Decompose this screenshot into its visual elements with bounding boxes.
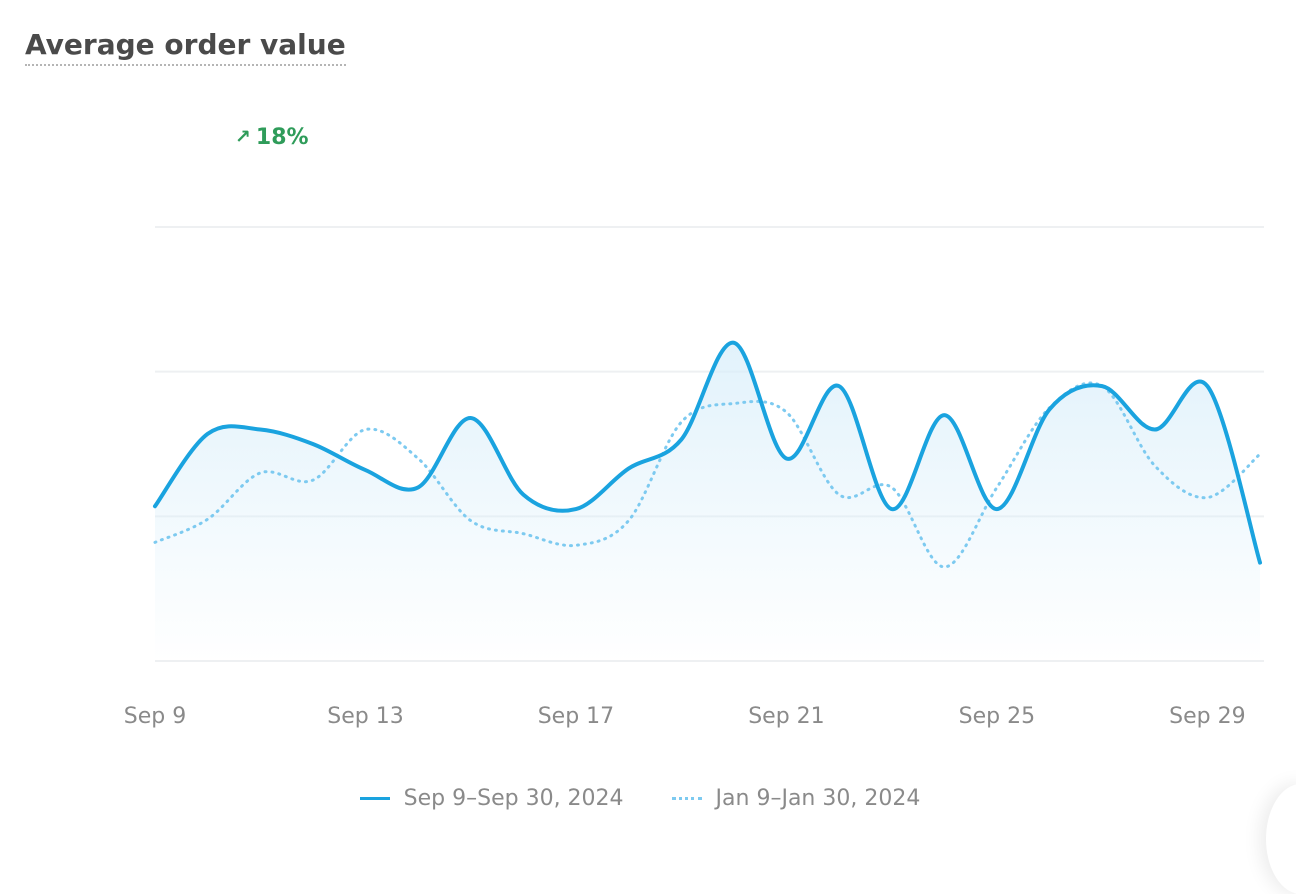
x-tick-label: Sep 29 [1169,704,1245,729]
legend-label-previous: Jan 9–Jan 30, 2024 [715,786,921,811]
x-tick-label: Sep 9 [124,704,186,729]
series-line-current[interactable] [153,340,1262,565]
x-tick-label: Sep 21 [748,704,824,729]
legend-swatch-dotted [671,797,702,800]
x-tick-label: Sep 13 [327,704,403,729]
chart-title[interactable]: Average order value [25,28,346,66]
arrow-up-right-icon: ↗ [235,126,251,148]
legend-swatch-solid [359,797,390,800]
x-tick-label: Sep 17 [538,704,614,729]
legend-label-current: Sep 9–Sep 30, 2024 [403,786,624,811]
change-indicator: ↗ 18% [235,125,309,150]
change-value: 18% [255,125,309,150]
area-fill-current [155,342,1260,661]
legend-item-previous[interactable]: Jan 9–Jan 30, 2024 [671,786,921,811]
line-chart: Sep 9 Sep 13 Sep 17 Sep 21 Sep 25 Sep 29 [124,226,1264,729]
legend-item-current[interactable]: Sep 9–Sep 30, 2024 [359,786,624,811]
chart-legend: Sep 9–Sep 30, 2024 Jan 9–Jan 30, 2024 [0,786,1280,811]
x-tick-label: Sep 25 [959,704,1035,729]
